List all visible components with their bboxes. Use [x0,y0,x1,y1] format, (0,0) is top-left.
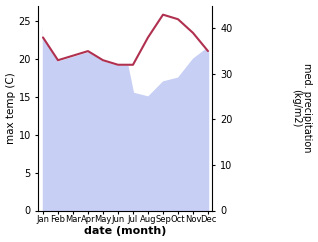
Y-axis label: max temp (C): max temp (C) [5,72,16,144]
X-axis label: date (month): date (month) [84,227,167,236]
Y-axis label: med. precipitation
(kg/m2): med. precipitation (kg/m2) [291,63,313,153]
